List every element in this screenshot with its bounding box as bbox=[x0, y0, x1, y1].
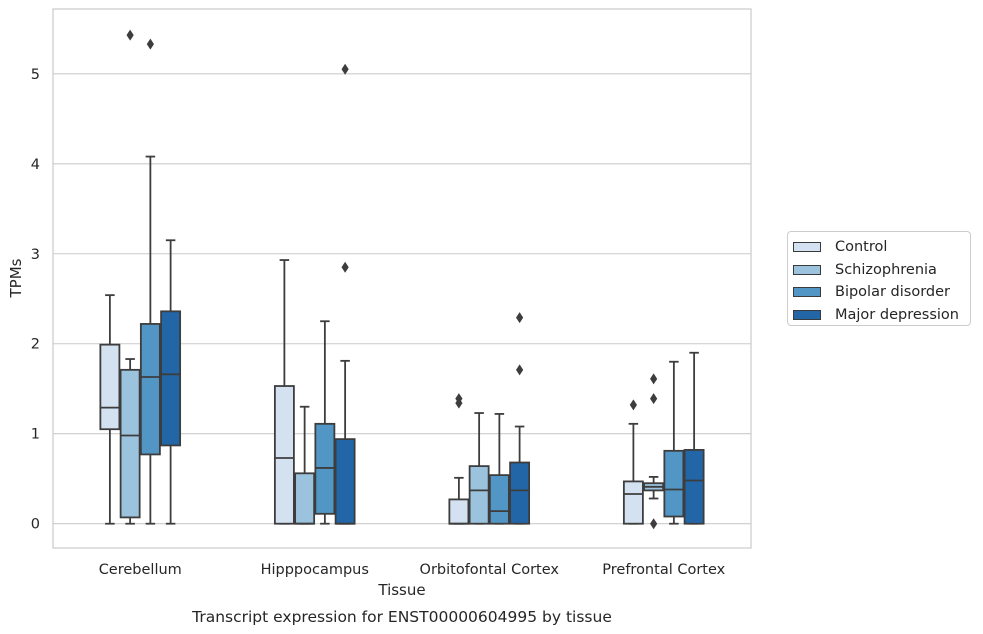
box-body bbox=[99, 343, 121, 431]
box-1-0 bbox=[119, 29, 141, 525]
y-tick-label-1: 1 bbox=[31, 427, 40, 443]
legend-label: Schizophrenia bbox=[835, 261, 937, 278]
plot-frame bbox=[52, 8, 752, 549]
box-body bbox=[139, 323, 161, 456]
outlier-0 bbox=[650, 518, 658, 530]
legend-item-1: Schizophrenia bbox=[793, 259, 970, 282]
box-3-3 bbox=[683, 351, 705, 525]
box-body bbox=[509, 461, 531, 525]
box-2-2 bbox=[488, 413, 510, 525]
outlier-2 bbox=[650, 373, 658, 385]
box-body bbox=[468, 465, 490, 525]
box-body bbox=[622, 480, 644, 525]
y-tick-label-5: 5 bbox=[31, 67, 40, 83]
box-2-1 bbox=[314, 320, 336, 525]
outlier-0 bbox=[341, 261, 349, 273]
box-3-0 bbox=[160, 239, 182, 525]
legend-item-0: Control bbox=[793, 236, 970, 259]
box-1-1 bbox=[294, 405, 316, 525]
box-1-2 bbox=[468, 412, 490, 525]
box-2-3 bbox=[663, 360, 685, 525]
x-tick-labels: Cerebellum Hipppocampus Orbitofontal Corte… bbox=[99, 562, 726, 578]
outlier-1 bbox=[516, 312, 524, 324]
legend-item-2: Bipolar disorder bbox=[793, 281, 970, 304]
box-1-3 bbox=[643, 373, 665, 530]
box-0-0 bbox=[99, 294, 121, 525]
x-tick-label-3: Prefrontal Cortex bbox=[602, 562, 725, 578]
box-body bbox=[119, 368, 141, 519]
box-body bbox=[294, 472, 316, 525]
legend-swatch bbox=[793, 309, 821, 320]
x-tick-label-1: Hipppocampus bbox=[261, 562, 369, 578]
box-body bbox=[448, 498, 470, 525]
legend-label: Control bbox=[835, 239, 888, 256]
legend: Control Schizophrenia Bipolar disorder Majo… bbox=[787, 231, 971, 326]
box-body bbox=[160, 310, 182, 447]
legend-swatch bbox=[793, 264, 821, 275]
box-body bbox=[488, 474, 510, 525]
y-tick-labels: 0 1 2 3 4 5 bbox=[31, 67, 40, 533]
legend-swatch bbox=[793, 287, 821, 298]
outlier-0 bbox=[516, 364, 524, 376]
outlier-1 bbox=[341, 63, 349, 75]
box-2-0 bbox=[139, 38, 161, 525]
outlier-0 bbox=[146, 38, 154, 50]
y-tick-label-2: 2 bbox=[31, 337, 40, 353]
x-axis-label: Tissue bbox=[377, 581, 425, 599]
boxes bbox=[99, 29, 705, 530]
box-body bbox=[663, 449, 685, 518]
y-tick-label-4: 4 bbox=[31, 157, 40, 173]
outlier-0 bbox=[629, 399, 637, 411]
box-body bbox=[273, 385, 295, 525]
legend-label: Major depression bbox=[835, 306, 959, 323]
chart-title: Transcript expression for ENST0000060499… bbox=[191, 608, 612, 626]
gridlines bbox=[53, 73, 751, 525]
box-body bbox=[334, 438, 356, 525]
y-tick-label-0: 0 bbox=[31, 517, 40, 533]
x-tick-label-2: Orbitofontal Cortex bbox=[420, 562, 560, 578]
outlier-0 bbox=[126, 29, 134, 41]
box-body bbox=[683, 449, 705, 525]
box-3-1 bbox=[334, 63, 356, 525]
legend-item-3: Major depression bbox=[793, 304, 970, 327]
outlier-1 bbox=[455, 393, 463, 405]
legend-swatch bbox=[793, 242, 821, 253]
box-0-1 bbox=[273, 259, 295, 525]
outlier-1 bbox=[650, 393, 658, 405]
y-axis-label: TPMs bbox=[7, 258, 25, 298]
box-3-2 bbox=[509, 312, 531, 525]
y-tick-label-3: 3 bbox=[31, 247, 40, 263]
legend-label: Bipolar disorder bbox=[835, 284, 950, 301]
box-0-2 bbox=[448, 393, 470, 525]
box-0-3 bbox=[622, 399, 644, 525]
x-tick-label-0: Cerebellum bbox=[99, 562, 182, 578]
